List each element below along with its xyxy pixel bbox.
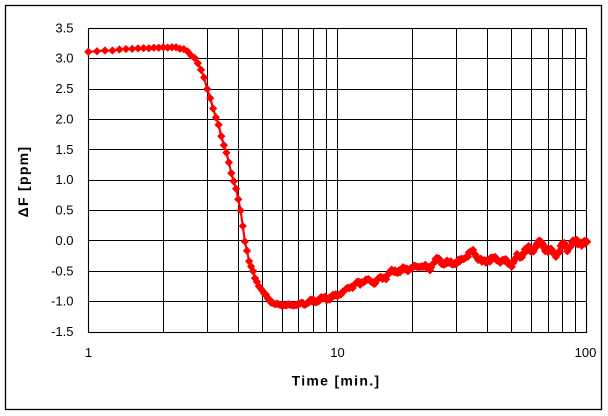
svg-text:1.5: 1.5 [55,142,73,157]
svg-text:2.0: 2.0 [55,111,73,126]
svg-text:ΔF [ppm]: ΔF [ppm] [15,146,31,218]
svg-text:10: 10 [330,345,344,360]
svg-text:100: 100 [575,345,597,360]
svg-text:2.5: 2.5 [55,81,73,96]
svg-text:0.0: 0.0 [55,233,73,248]
svg-text:-1.0: -1.0 [51,294,73,309]
svg-text:-1.5: -1.5 [51,324,73,339]
svg-text:-0.5: -0.5 [51,263,73,278]
svg-text:0.5: 0.5 [55,203,73,218]
svg-text:1: 1 [85,345,92,360]
svg-text:3.0: 3.0 [55,51,73,66]
svg-text:1.0: 1.0 [55,172,73,187]
svg-text:Time [min.]: Time [min.] [292,373,381,389]
svg-text:3.5: 3.5 [55,20,73,35]
